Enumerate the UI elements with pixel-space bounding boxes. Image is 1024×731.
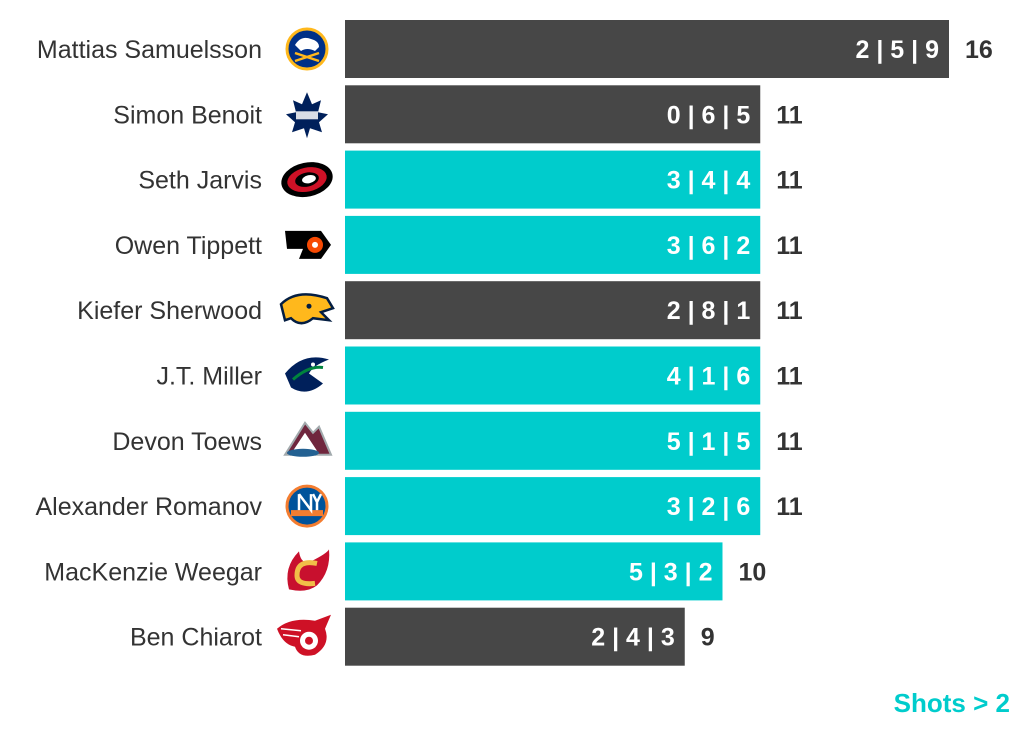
- bar-inner-label: 2 | 8 | 1: [667, 297, 751, 325]
- new-york-islanders-logo-icon: [285, 484, 329, 528]
- bar: [345, 346, 761, 405]
- data-label: 11: [776, 297, 803, 325]
- data-label: 11: [776, 428, 803, 456]
- calgary-flames-logo-icon: [287, 549, 330, 591]
- category-label: Owen Tippett: [115, 232, 262, 260]
- category-label: Ben Chiarot: [130, 624, 262, 652]
- bar: [345, 477, 761, 536]
- data-label: 11: [776, 167, 803, 195]
- philadelphia-flyers-logo-icon: [285, 230, 331, 259]
- buffalo-sabres-logo-icon: [285, 27, 329, 71]
- bar-inner-label: 2 | 4 | 3: [591, 624, 674, 652]
- vancouver-canucks-logo-icon: [285, 357, 329, 392]
- category-label: Kiefer Sherwood: [77, 297, 262, 325]
- colorado-avalanche-logo-icon: [283, 421, 333, 457]
- bar: [345, 542, 723, 601]
- bar: [345, 281, 761, 340]
- bar: [345, 411, 761, 470]
- data-label: 10: [739, 558, 767, 586]
- bar-inner-label: 2 | 5 | 9: [856, 36, 939, 64]
- data-label: 11: [776, 101, 803, 129]
- bar-inner-label: 5 | 1 | 5: [667, 428, 751, 456]
- data-label: 11: [776, 493, 803, 521]
- category-label: Simon Benoit: [113, 101, 262, 129]
- data-label: 11: [776, 232, 803, 260]
- category-label: Seth Jarvis: [138, 167, 262, 195]
- footnote-label: Shots > 2: [893, 688, 1010, 718]
- category-label: Alexander Romanov: [35, 493, 262, 521]
- data-label: 9: [701, 624, 715, 652]
- bar-inner-label: 0 | 6 | 5: [667, 101, 751, 129]
- bar: [345, 85, 761, 144]
- data-label: 16: [965, 36, 993, 64]
- bar-inner-label: 3 | 2 | 6: [667, 493, 750, 521]
- bar-inner-label: 3 | 6 | 2: [667, 232, 750, 260]
- bar-inner-label: 4 | 1 | 6: [667, 363, 750, 391]
- bar: [345, 215, 761, 274]
- bar-inner-label: 3 | 4 | 4: [667, 167, 751, 195]
- data-label: 11: [776, 363, 803, 391]
- category-label: J.T. Miller: [156, 363, 262, 391]
- bar: [345, 607, 685, 666]
- carolina-hurricanes-logo-icon: [281, 162, 333, 198]
- category-label: Devon Toews: [112, 428, 262, 456]
- bar: [345, 150, 761, 209]
- category-label: MacKenzie Weegar: [44, 558, 262, 586]
- toronto-maple-leafs-logo-icon: [286, 92, 328, 139]
- detroit-red-wings-logo-icon: [277, 614, 331, 656]
- category-label: Mattias Samuelsson: [37, 36, 262, 64]
- nashville-predators-logo-icon: [279, 293, 335, 325]
- bar: [345, 20, 949, 78]
- bar-inner-label: 5 | 3 | 2: [629, 558, 712, 586]
